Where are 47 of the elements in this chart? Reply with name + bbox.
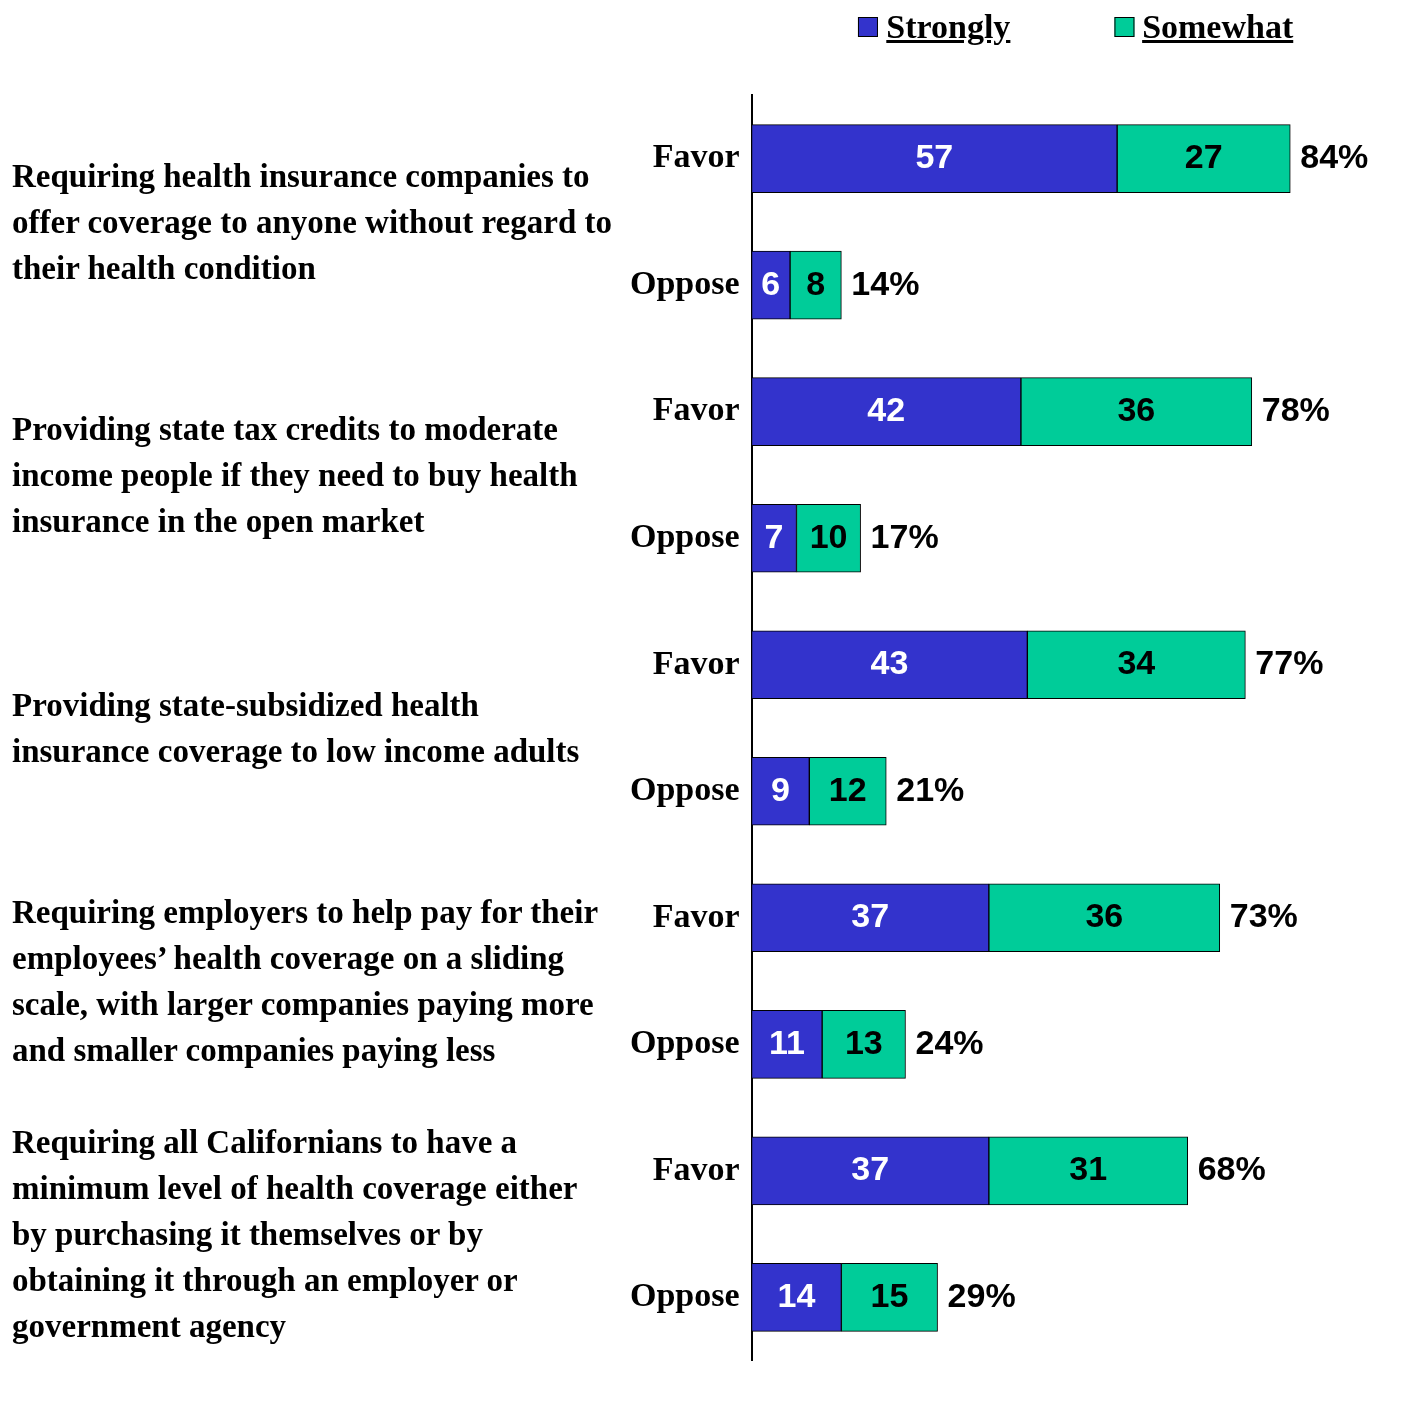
- total-label: 78%: [1261, 390, 1330, 429]
- data-label: 10: [809, 516, 848, 555]
- y-tick-label: Oppose: [629, 263, 740, 301]
- data-label: 42: [867, 390, 906, 429]
- total-label: 17%: [870, 516, 939, 555]
- y-tick-label: Favor: [652, 1149, 740, 1187]
- text: Requiring employers to help pay for their employees’ health coverage on a sliding scale, with larger companies paying more and smaller companies paying less: [12, 893, 599, 1071]
- y-tick-label: Favor: [652, 896, 740, 934]
- total-label: 24%: [915, 1022, 984, 1061]
- total-label: 14%: [851, 263, 920, 302]
- data-label: 13: [844, 1022, 883, 1061]
- text: Providing state tax credits to moderate income people if they need to buy health insurance in the open market: [12, 409, 579, 541]
- total-label: 73%: [1229, 896, 1298, 935]
- data-label: 14: [777, 1275, 816, 1314]
- total-label: 84%: [1300, 137, 1369, 176]
- data-label: 11: [768, 1022, 805, 1061]
- data-label: 36: [1117, 390, 1156, 429]
- legend-label: Strongly: [886, 8, 1011, 46]
- data-label: 43: [870, 643, 909, 682]
- y-tick-label: Favor: [652, 390, 740, 428]
- data-label: 12: [828, 769, 867, 808]
- data-label: 9: [770, 769, 790, 808]
- text: Providing state-subsidized health insurance coverage to low income adults: [12, 686, 581, 771]
- data-label: 31: [1069, 1149, 1108, 1188]
- data-label: 15: [870, 1275, 909, 1314]
- data-label: 37: [851, 896, 890, 935]
- y-tick-label: Oppose: [629, 517, 740, 554]
- y-tick-label: Oppose: [629, 1276, 740, 1314]
- data-label: 6: [761, 263, 781, 302]
- total-label: 77%: [1255, 643, 1324, 682]
- y-tick-label: Favor: [652, 643, 740, 681]
- data-label: 8: [806, 263, 826, 302]
- y-tick-label: Favor: [652, 137, 740, 175]
- total-label: 68%: [1197, 1149, 1266, 1188]
- data-label: 34: [1117, 643, 1156, 682]
- y-tick-label: Oppose: [629, 1023, 740, 1061]
- text: Requiring all Californians to have a minimum level of health coverage either by purchasing it themselves or by obtaining it through an employer or government agency: [12, 1123, 578, 1347]
- legend-label: Somewhat: [1142, 8, 1294, 46]
- text: Requiring health insurance companies to offer coverage to anyone without regard to their health condition: [12, 156, 612, 288]
- total-label: 29%: [947, 1275, 1016, 1314]
- total-label: 21%: [896, 769, 965, 808]
- y-tick-label: Oppose: [629, 770, 740, 808]
- data-label: 7: [764, 516, 784, 555]
- data-label: 57: [915, 137, 954, 176]
- data-label: 37: [851, 1149, 890, 1188]
- data-label: 27: [1184, 137, 1223, 176]
- data-label: 36: [1085, 896, 1124, 935]
